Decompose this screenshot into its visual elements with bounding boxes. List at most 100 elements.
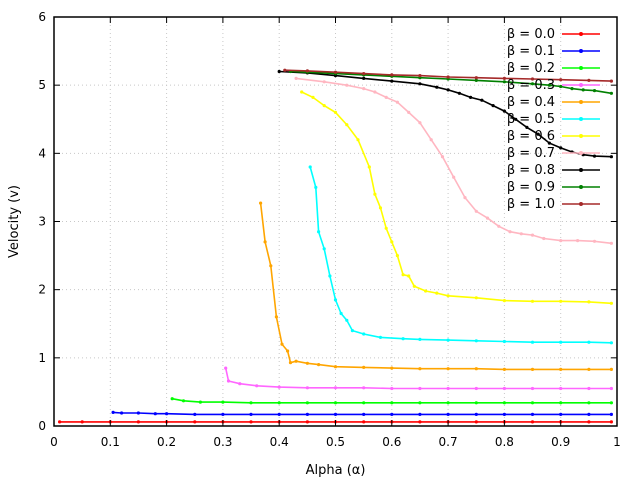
- data-point: [609, 367, 614, 371]
- data-point: [559, 299, 563, 303]
- y-tick-label: 2: [38, 283, 46, 297]
- x-axis-label: Alpha (α): [306, 463, 366, 478]
- data-point: [378, 206, 383, 210]
- data-point: [508, 230, 512, 234]
- data-point: [305, 412, 309, 416]
- y-tick-label: 5: [38, 78, 46, 92]
- data-point: [592, 239, 597, 243]
- x-tick-label: 0.2: [157, 435, 176, 449]
- data-point: [474, 412, 478, 416]
- data-point: [263, 240, 267, 244]
- data-point: [277, 401, 281, 405]
- legend-marker: [579, 134, 583, 138]
- data-point: [378, 335, 383, 339]
- data-point: [407, 110, 411, 114]
- data-point: [305, 386, 309, 390]
- data-point: [286, 349, 290, 353]
- data-point: [362, 87, 366, 91]
- series-3: [224, 366, 614, 391]
- series-line: [259, 203, 612, 371]
- data-point: [446, 412, 450, 416]
- data-point: [193, 412, 197, 416]
- data-point: [559, 386, 563, 391]
- series-line: [224, 367, 612, 390]
- data-point: [300, 90, 304, 94]
- data-point: [592, 89, 597, 93]
- data-point: [345, 123, 349, 127]
- data-point: [418, 121, 422, 125]
- x-tick-label: 0.6: [382, 435, 401, 449]
- data-point: [587, 300, 591, 304]
- data-point: [502, 109, 506, 113]
- series-2: [170, 397, 614, 405]
- data-point: [362, 420, 366, 424]
- data-point: [609, 155, 614, 159]
- series-line: [301, 91, 612, 305]
- data-point: [280, 342, 284, 346]
- data-point: [559, 367, 563, 371]
- x-tick-label: 1: [613, 435, 621, 449]
- data-point: [165, 412, 169, 416]
- legend-label: β = 0.0: [507, 27, 555, 42]
- data-point: [530, 401, 535, 405]
- y-axis-label: Velocity (v): [7, 185, 22, 258]
- data-point: [581, 88, 585, 92]
- data-point: [407, 274, 411, 278]
- data-point: [390, 366, 394, 370]
- legend-label: β = 0.6: [507, 129, 555, 144]
- x-tick-label: 0.4: [270, 435, 289, 449]
- data-point: [609, 241, 614, 245]
- data-point: [153, 412, 157, 416]
- data-point: [502, 367, 506, 371]
- data-point: [530, 299, 535, 303]
- series-line: [309, 166, 612, 344]
- data-point: [395, 254, 399, 258]
- x-tick-label: 0.7: [439, 435, 458, 449]
- data-point: [559, 146, 563, 150]
- data-point: [446, 401, 450, 405]
- data-point: [592, 154, 597, 158]
- legend-label: β = 0.8: [507, 163, 555, 178]
- data-point: [474, 401, 478, 405]
- data-point: [58, 420, 62, 424]
- data-point: [435, 291, 439, 295]
- x-tick-label: 0.3: [213, 435, 232, 449]
- data-point: [559, 412, 563, 416]
- data-point: [328, 274, 332, 278]
- data-point: [305, 69, 309, 73]
- data-point: [305, 420, 309, 424]
- legend-label: β = 0.4: [507, 95, 555, 110]
- data-point: [474, 420, 478, 424]
- legend-marker: [579, 202, 583, 206]
- data-point: [294, 76, 298, 80]
- data-point: [269, 264, 273, 268]
- data-point: [170, 397, 174, 401]
- data-point: [221, 412, 225, 416]
- data-point: [457, 91, 461, 95]
- legend: β = 0.0 β = 0.1 β = 0.2 β = 0.3 β = 0.4 β = 0…: [507, 27, 600, 212]
- data-point: [226, 379, 231, 383]
- data-point: [181, 399, 186, 403]
- legend-marker: [579, 32, 583, 36]
- data-point: [136, 420, 140, 424]
- data-point: [609, 341, 614, 345]
- data-point: [474, 76, 478, 80]
- y-tick-label: 1: [38, 351, 46, 365]
- data-point: [384, 226, 388, 230]
- data-point: [469, 95, 473, 99]
- data-point: [395, 100, 399, 104]
- data-point: [345, 318, 349, 322]
- data-point: [446, 88, 450, 92]
- series-5: [308, 165, 614, 345]
- y-tick-label: 3: [38, 215, 46, 229]
- data-point: [609, 386, 614, 391]
- data-point: [530, 386, 535, 391]
- data-point: [446, 75, 450, 79]
- data-point: [440, 155, 445, 159]
- legend-marker: [579, 49, 583, 53]
- data-point: [491, 104, 495, 108]
- data-point: [559, 239, 563, 243]
- data-point: [502, 412, 506, 416]
- data-point: [249, 401, 253, 405]
- data-point: [418, 412, 422, 416]
